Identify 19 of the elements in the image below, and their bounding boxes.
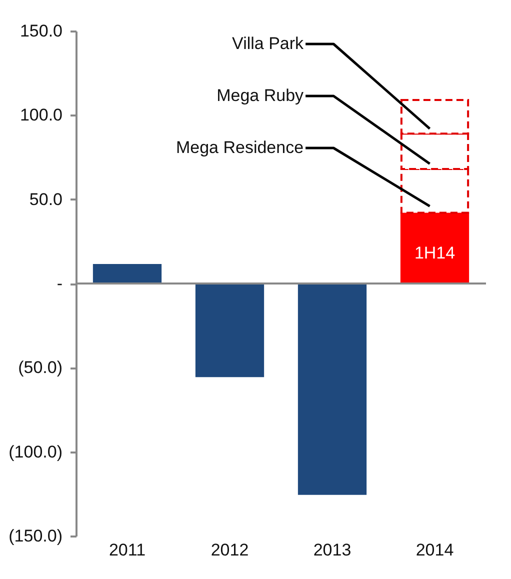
y-tick-label: 50.0	[29, 190, 62, 209]
y-tick-label: 150.0	[20, 22, 62, 40]
text: Mega Residence	[176, 138, 304, 157]
x-tick-label: 2011	[108, 540, 146, 560]
y-tick-label: (100.0)	[8, 442, 62, 462]
text: Villa Park	[232, 34, 304, 53]
y-tick-label: (50.0)	[18, 358, 62, 378]
y-tick-label: (150.0)	[8, 526, 62, 546]
x-tick-label: 2012	[210, 540, 249, 560]
text: Mega Ruby	[216, 86, 304, 105]
x-tick-label: 2014	[416, 540, 454, 560]
bar	[92, 264, 162, 284]
y-tick-label: -	[56, 274, 62, 293]
x-tick-label: 2013	[313, 540, 352, 560]
bar	[400, 212, 470, 284]
y-tick-label: 100.0	[20, 106, 62, 125]
annotation: 1H14	[414, 244, 456, 262]
bar	[298, 282, 367, 495]
bar	[195, 282, 264, 378]
